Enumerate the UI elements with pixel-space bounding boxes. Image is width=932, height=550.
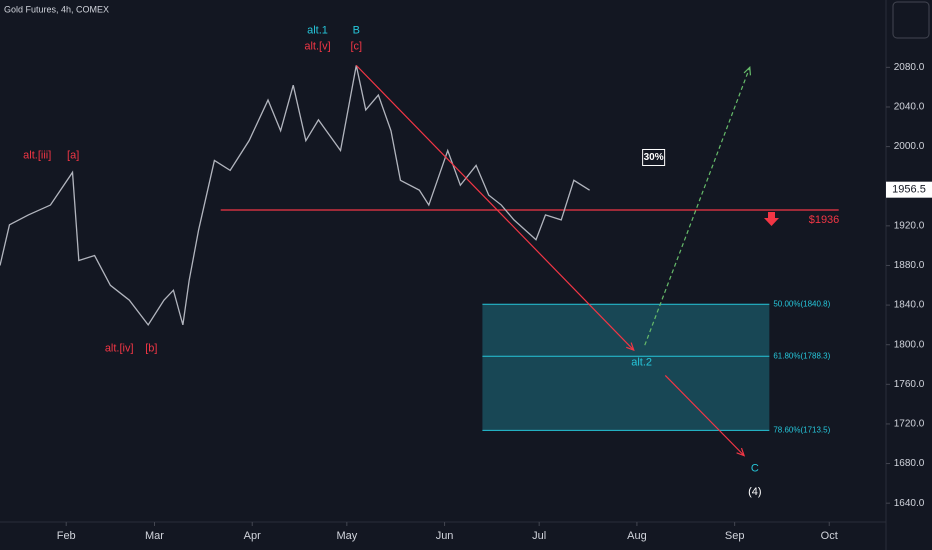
wave-label: alt.[iv]	[105, 343, 134, 355]
arrow-line	[355, 64, 635, 351]
badge-box	[642, 148, 666, 166]
fib-label: 50.00%(1840.8)	[773, 299, 830, 308]
fib-zone	[482, 304, 770, 431]
fib-label: 61.80%(1788.3)	[773, 351, 830, 360]
x-tick-label: Feb	[57, 530, 76, 542]
level-label: $1936	[809, 214, 840, 226]
wave-label: [b]	[145, 343, 157, 355]
wave-label: alt.1	[307, 25, 328, 37]
arrow-line	[664, 374, 745, 457]
last-price-label: 1956.5	[892, 184, 926, 196]
x-tick-label: Apr	[244, 530, 261, 542]
last-price-tag	[886, 181, 932, 198]
x-tick-label: May	[336, 530, 357, 542]
x-tick-label: Aug	[627, 530, 647, 542]
wave-label: [a]	[67, 149, 79, 161]
y-tick-label: 1920.0	[894, 220, 925, 231]
wave-label: C	[751, 462, 759, 474]
y-tick-label: 2000.0	[894, 141, 925, 152]
wave-label: (4)	[748, 486, 761, 498]
chart-title: Gold Futures, 4h, COMEX	[4, 4, 109, 14]
down-arrow-icon	[764, 212, 779, 226]
wave-label: [c]	[350, 40, 362, 52]
y-tick-label: 1720.0	[894, 419, 925, 430]
y-tick-label: 1840.0	[894, 300, 925, 311]
arrow-line	[644, 67, 751, 346]
x-tick-label: Jun	[436, 530, 454, 542]
wave-label: alt.[iii]	[23, 149, 51, 161]
y-tick-label: 2080.0	[894, 62, 925, 73]
y-tick-label: 1640.0	[894, 498, 925, 509]
x-tick-label: Oct	[821, 530, 838, 542]
wave-label: B	[353, 25, 360, 37]
x-tick-label: Mar	[145, 530, 164, 542]
fib-label: 78.60%(1713.5)	[773, 425, 830, 434]
y-tick-label: 1800.0	[894, 339, 925, 350]
arrow-head	[743, 66, 752, 76]
x-tick-label: Sep	[725, 530, 745, 542]
arrow-head	[736, 447, 746, 457]
y-tick-label: 1680.0	[894, 458, 925, 469]
badge-label: 30%	[644, 152, 664, 163]
price-line	[0, 65, 590, 327]
wave-label: alt.2	[631, 356, 652, 368]
x-tick-label: Jul	[532, 530, 546, 542]
wave-label: alt.[v]	[304, 40, 330, 52]
settings-button[interactable]	[892, 1, 930, 39]
y-tick-label: 2040.0	[894, 102, 925, 113]
y-tick-label: 1760.0	[894, 379, 925, 390]
arrow-head	[626, 342, 635, 352]
y-tick-label: 1880.0	[894, 260, 925, 271]
